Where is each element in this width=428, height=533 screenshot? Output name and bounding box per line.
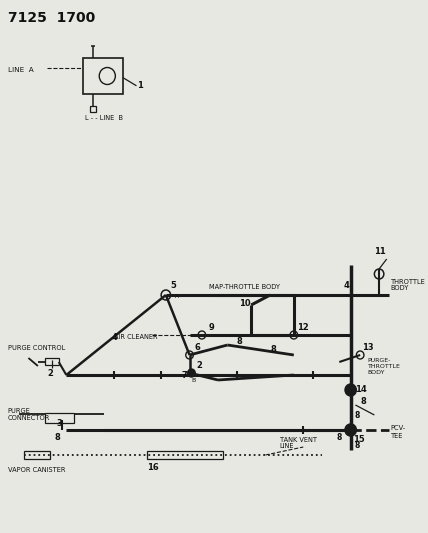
Bar [147, 451, 223, 459]
Text: 3: 3 [57, 418, 62, 427]
Text: 4: 4 [112, 333, 118, 342]
Text: 15: 15 [353, 435, 364, 445]
Text: MAP-THROTTLE BODY: MAP-THROTTLE BODY [208, 284, 279, 290]
Text: 6: 6 [194, 343, 200, 352]
Text: 7125  1700: 7125 1700 [8, 11, 95, 25]
Circle shape [345, 424, 357, 436]
Bar [24, 451, 50, 459]
Text: 2: 2 [48, 368, 53, 377]
Bar [90, 106, 96, 112]
Text: 1: 1 [137, 82, 143, 90]
Bar [45, 358, 59, 365]
Text: 8: 8 [354, 441, 360, 450]
Text: 8: 8 [354, 410, 360, 419]
Text: PURGE CONTROL: PURGE CONTROL [8, 345, 65, 351]
Circle shape [345, 384, 357, 396]
Text: VAPOR CANISTER: VAPOR CANISTER [8, 467, 65, 473]
Bar [83, 58, 123, 94]
Text: 8: 8 [360, 398, 366, 407]
Text: 8: 8 [55, 432, 61, 441]
Circle shape [187, 369, 195, 377]
Text: AIR CLEANER: AIR CLEANER [114, 334, 158, 340]
Text: 12: 12 [297, 322, 309, 332]
Text: 8: 8 [270, 345, 276, 354]
Text: LINE  A: LINE A [8, 67, 33, 73]
Text: 9: 9 [208, 322, 214, 332]
Text: 10: 10 [239, 298, 250, 308]
Text: TANK VENT
LINE: TANK VENT LINE [279, 437, 317, 449]
Text: PURGE-
THROTTLE
BODY: PURGE- THROTTLE BODY [368, 358, 401, 375]
Bar [45, 413, 74, 423]
Text: 5: 5 [171, 280, 176, 289]
Text: 14: 14 [355, 385, 367, 394]
Text: 13: 13 [362, 343, 374, 352]
Text: 4: 4 [344, 281, 350, 290]
Text: 8: 8 [237, 337, 243, 346]
Text: PURGE
CONNECTOR: PURGE CONNECTOR [8, 408, 50, 421]
Text: 7: 7 [182, 370, 188, 379]
Text: PCV-
TEE: PCV- TEE [390, 425, 406, 439]
Text: 8: 8 [336, 432, 342, 441]
Text: THROTTLE
BODY: THROTTLE BODY [390, 279, 425, 292]
Text: 11: 11 [374, 247, 386, 256]
Text: A: A [175, 295, 180, 300]
Text: L - - LINE  B: L - - LINE B [85, 115, 123, 121]
Text: B: B [191, 377, 196, 383]
Text: 16: 16 [147, 463, 159, 472]
Text: 2: 2 [196, 360, 202, 369]
